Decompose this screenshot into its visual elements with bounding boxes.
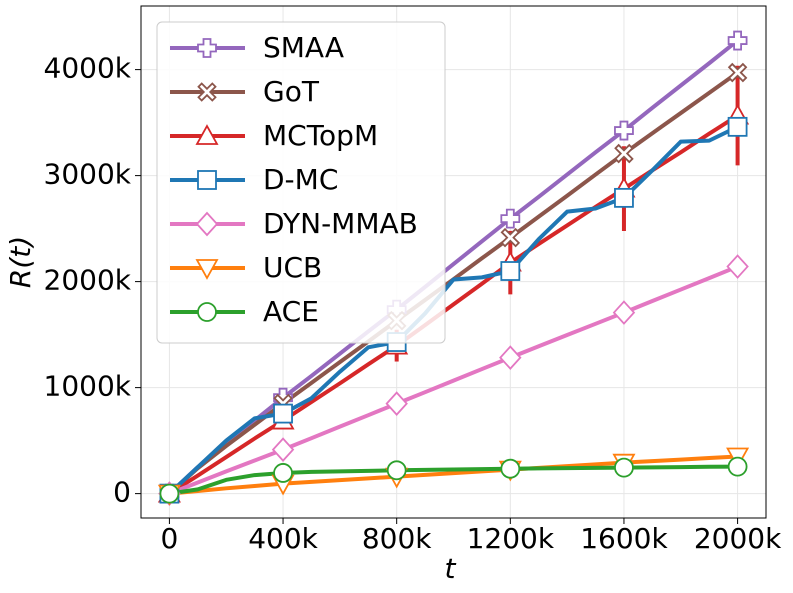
- data-point: [500, 208, 521, 229]
- data-point: [614, 457, 634, 478]
- legend: SMAA GoT MCTopM D-MC DYN-MMAB UCB ACE: [156, 21, 446, 344]
- data-point: [273, 403, 293, 424]
- x-tick-label: 0: [160, 522, 178, 555]
- x-tick-label: 1200k: [467, 522, 555, 555]
- data-point: [271, 437, 295, 462]
- series-line: [168, 38, 739, 496]
- x-axis-label: t: [445, 552, 457, 585]
- data-point: [614, 143, 634, 164]
- legend-label: D-MC: [263, 163, 338, 196]
- y-tick-label: 4000k: [44, 52, 132, 85]
- series-line: [168, 113, 739, 496]
- data-point: [386, 460, 407, 481]
- legend-label: MCTopM: [263, 119, 378, 152]
- legend-label: UCB: [263, 251, 322, 284]
- data-point: [500, 458, 521, 479]
- y-axis-label: R(t): [4, 236, 37, 288]
- data-point: [500, 261, 521, 281]
- x-tick-label: 400k: [248, 522, 318, 555]
- data-point: [726, 254, 749, 279]
- legend-marker: [197, 302, 217, 322]
- legend-marker: [195, 211, 219, 237]
- legend-label: SMAA: [263, 31, 344, 64]
- data-point: [614, 187, 634, 208]
- legend-marker: [197, 82, 217, 102]
- series-line: [168, 125, 739, 496]
- data-point: [614, 120, 634, 141]
- data-point: [727, 456, 748, 477]
- data-point: [273, 463, 293, 483]
- x-tick-label: 2000k: [694, 522, 782, 555]
- series-line: [168, 264, 739, 496]
- y-tick-label: 0: [113, 476, 131, 509]
- legend-label: ACE: [263, 295, 319, 328]
- legend-marker: [197, 38, 217, 58]
- data-point: [727, 30, 748, 51]
- legend-label: GoT: [263, 75, 320, 108]
- legend-marker: [197, 170, 217, 190]
- legend-marker: [195, 124, 219, 145]
- series-line: [169, 454, 738, 496]
- y-tick-label: 2000k: [44, 264, 132, 297]
- y-tick-label: 3000k: [44, 158, 132, 191]
- data-point: [727, 116, 748, 137]
- data-point: [499, 345, 522, 370]
- legend-box: [156, 21, 446, 344]
- data-point: [159, 483, 180, 504]
- data-point: [727, 62, 748, 83]
- y-tick-label: 1000k: [44, 370, 132, 403]
- data-point: [385, 391, 408, 416]
- legend-marker: [195, 259, 219, 280]
- series-line: [169, 464, 738, 496]
- x-tick-label: 1600k: [580, 522, 668, 555]
- x-tick-label: 800k: [362, 522, 432, 555]
- plot-frame: [140, 5, 767, 519]
- legend-label: DYN-MMAB: [263, 207, 418, 240]
- data-point: [500, 227, 521, 248]
- data-point: [612, 300, 636, 325]
